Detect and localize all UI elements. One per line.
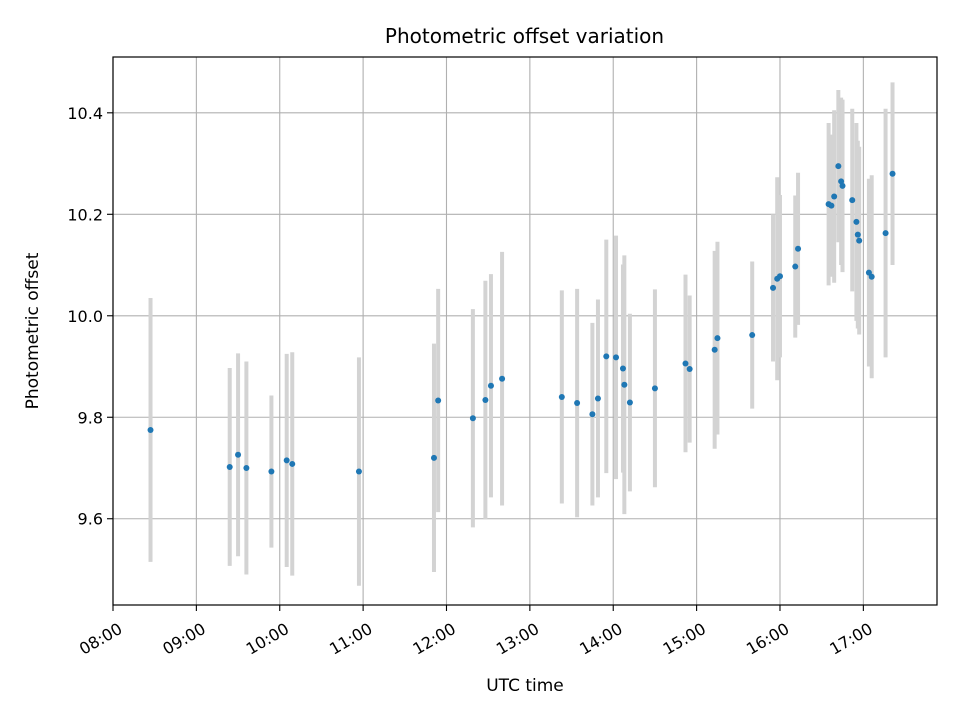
data-point	[469, 415, 476, 422]
data-point	[889, 170, 896, 177]
data-point	[749, 332, 756, 339]
data-point	[619, 365, 626, 372]
data-point	[831, 193, 838, 200]
data-point	[828, 202, 835, 209]
data-point	[770, 284, 777, 291]
data-point	[235, 451, 242, 458]
data-point	[613, 354, 620, 361]
data-point	[147, 426, 154, 433]
data-point	[839, 182, 846, 189]
y-tick-label: 10.4	[67, 104, 103, 123]
y-axis-title: Photometric offset	[23, 252, 43, 409]
y-tick-label: 10.0	[67, 307, 103, 326]
data-point	[882, 230, 889, 237]
data-point	[487, 382, 494, 389]
data-point	[435, 397, 442, 404]
data-point	[355, 468, 362, 475]
data-point	[626, 399, 633, 406]
data-point	[243, 465, 250, 471]
data-point	[621, 381, 628, 388]
data-point	[682, 360, 689, 367]
y-tick-label: 9.8	[78, 408, 103, 427]
data-point	[283, 457, 290, 464]
data-point	[686, 366, 693, 373]
data-point	[268, 468, 275, 475]
data-point	[603, 353, 610, 360]
data-point	[558, 393, 565, 400]
data-point	[594, 395, 601, 402]
data-point	[792, 263, 799, 270]
data-point	[714, 335, 721, 342]
data-point	[835, 163, 842, 170]
x-axis-title: UTC time	[486, 676, 564, 696]
data-point	[574, 400, 581, 407]
data-points	[147, 163, 896, 475]
plot-frame	[112, 56, 938, 606]
y-tick-label: 9.6	[78, 510, 103, 529]
chart-title: Photometric offset variation	[385, 24, 664, 48]
data-point	[430, 454, 437, 461]
data-point	[795, 245, 802, 252]
data-point	[776, 273, 783, 280]
data-point	[589, 411, 596, 418]
data-point	[651, 385, 658, 392]
data-point	[499, 375, 506, 382]
data-point	[849, 197, 856, 204]
y-axis: 9.6 9.8 10.0 10.2 10.4	[67, 104, 113, 529]
data-point	[838, 178, 845, 185]
data-point	[856, 237, 863, 244]
y-tick-label: 10.2	[67, 205, 103, 224]
data-point	[853, 218, 860, 225]
data-point	[711, 346, 718, 353]
data-point	[868, 273, 875, 280]
data-point	[482, 397, 489, 404]
data-point	[226, 463, 233, 470]
data-point	[289, 460, 296, 467]
data-point	[854, 231, 861, 238]
